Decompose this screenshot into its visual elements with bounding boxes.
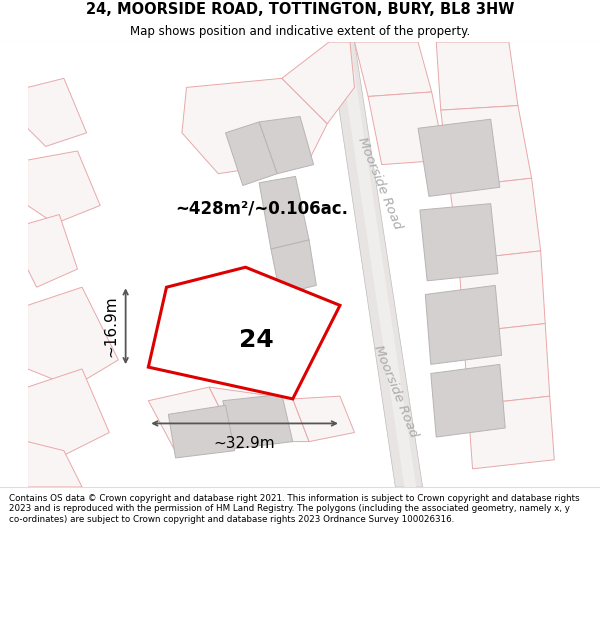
Polygon shape <box>223 394 293 449</box>
Polygon shape <box>271 240 316 294</box>
Polygon shape <box>226 122 277 186</box>
Polygon shape <box>293 396 355 442</box>
Polygon shape <box>425 286 502 364</box>
Polygon shape <box>418 119 500 196</box>
Polygon shape <box>28 214 77 288</box>
Polygon shape <box>355 42 431 96</box>
Polygon shape <box>28 151 100 224</box>
Text: ~428m²/~0.106ac.: ~428m²/~0.106ac. <box>176 199 349 217</box>
Polygon shape <box>338 42 416 487</box>
Polygon shape <box>420 204 498 281</box>
Polygon shape <box>28 78 86 146</box>
Text: Contains OS data © Crown copyright and database right 2021. This information is : Contains OS data © Crown copyright and d… <box>9 494 580 524</box>
Polygon shape <box>259 176 309 249</box>
Polygon shape <box>459 251 545 332</box>
Polygon shape <box>329 42 422 487</box>
Polygon shape <box>169 405 235 458</box>
Polygon shape <box>148 268 340 399</box>
Text: Moorside Road: Moorside Road <box>355 135 404 231</box>
Polygon shape <box>28 369 109 460</box>
Polygon shape <box>441 106 532 188</box>
Polygon shape <box>463 324 550 405</box>
Polygon shape <box>431 364 505 437</box>
Text: 24, MOORSIDE ROAD, TOTTINGTON, BURY, BL8 3HW: 24, MOORSIDE ROAD, TOTTINGTON, BURY, BL8… <box>86 2 514 17</box>
Text: Moorside Road: Moorside Road <box>371 344 420 439</box>
Text: ~32.9m: ~32.9m <box>214 436 275 451</box>
Text: ~16.9m: ~16.9m <box>103 296 118 357</box>
Polygon shape <box>148 387 236 455</box>
Text: Map shows position and indicative extent of the property.: Map shows position and indicative extent… <box>130 25 470 38</box>
Polygon shape <box>436 42 518 110</box>
Polygon shape <box>368 92 445 164</box>
Polygon shape <box>282 42 355 124</box>
Polygon shape <box>450 178 541 260</box>
Polygon shape <box>259 116 314 174</box>
Polygon shape <box>468 396 554 469</box>
Polygon shape <box>28 442 82 487</box>
Polygon shape <box>182 78 327 174</box>
Polygon shape <box>28 288 118 387</box>
Polygon shape <box>209 387 309 442</box>
Text: 24: 24 <box>239 328 274 352</box>
